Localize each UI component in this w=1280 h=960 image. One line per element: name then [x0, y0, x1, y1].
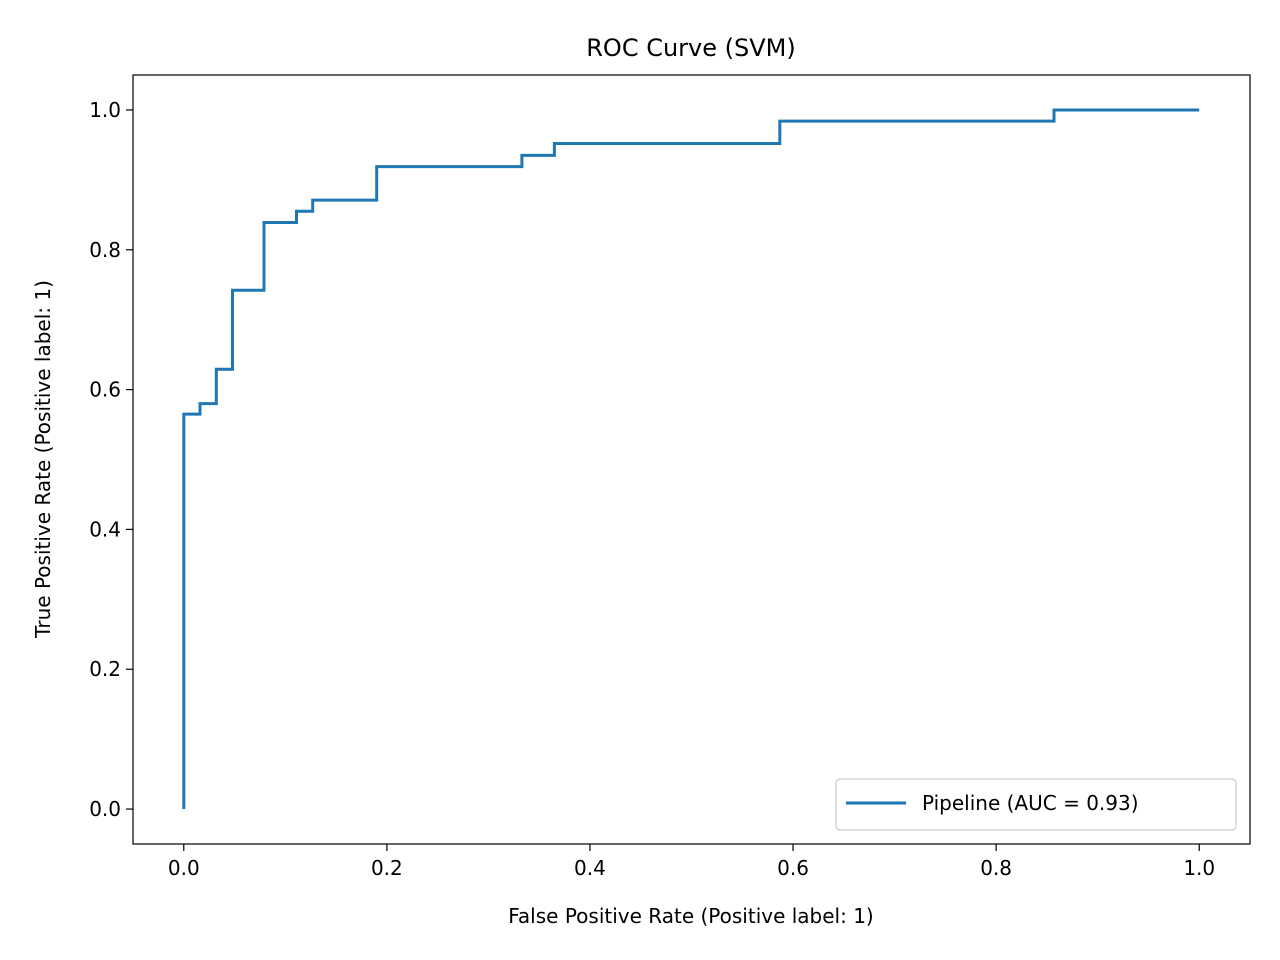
- x-axis: 0.0 0.2 0.4 0.6 0.8 1.0: [168, 844, 1215, 880]
- y-axis: 0.0 0.2 0.4 0.6 0.8 1.0: [89, 98, 133, 821]
- x-tick-label: 0.8: [980, 856, 1012, 880]
- y-tick-label: 0.6: [89, 378, 121, 402]
- x-tick-label: 1.0: [1183, 856, 1215, 880]
- x-tick-label: 0.4: [574, 856, 606, 880]
- y-tick-label: 0.0: [89, 797, 121, 821]
- x-tick-label: 0.0: [168, 856, 200, 880]
- series-line: [182, 108, 1200, 809]
- x-tick-label: 0.6: [777, 856, 809, 880]
- y-axis-label: True Positive Rate (Positive label: 1): [31, 280, 55, 639]
- chart-title: ROC Curve (SVM): [586, 34, 795, 62]
- legend-box: [835, 778, 1237, 831]
- y-tick-label: 1.0: [89, 98, 121, 122]
- y-tick-label: 0.4: [89, 517, 121, 541]
- y-tick-label: 0.8: [89, 238, 121, 262]
- x-axis-label: False Positive Rate (Positive label: 1): [508, 904, 874, 928]
- legend: Pipeline (AUC = 0.93): [835, 778, 1237, 831]
- plot-area: [132, 74, 1251, 845]
- y-tick-label: 0.2: [89, 657, 121, 681]
- legend-label: Pipeline (AUC = 0.93): [922, 791, 1139, 815]
- x-tick-label: 0.2: [371, 856, 403, 880]
- series-layer: [182, 108, 1200, 809]
